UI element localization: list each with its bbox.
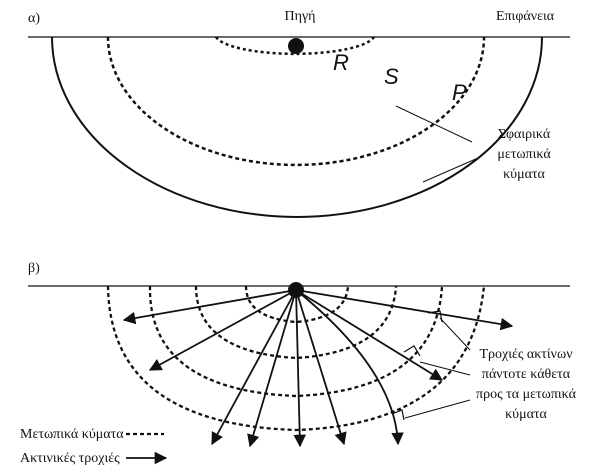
note: κύματα [505,407,547,422]
legend-label: Μετωπικά κύματα [20,427,124,442]
pointer [395,105,473,143]
pointer [419,361,471,376]
surface-label: Επιφάνεια [496,9,555,24]
wave-label: P [452,80,467,105]
note: κύματα [503,167,545,182]
source [288,38,304,54]
note: προς τα μετωπικά [476,387,577,402]
wavefronts [106,285,486,432]
source-label: Πηγή [285,9,316,24]
wave-label: R [333,50,349,75]
pointer [404,399,471,419]
r-wave [214,36,376,56]
rays [122,289,514,448]
pointer [422,157,479,183]
source [288,282,304,298]
panel-label: α) [28,11,40,26]
note: Τροχιές ακτίνων [479,347,572,362]
note: πάντοτε κάθετα [482,367,571,382]
p-wave [51,36,543,218]
note: μετωπικά [497,147,551,162]
legend-label: Ακτινικές τροχιές [20,451,120,466]
panel-label: β) [28,261,40,276]
wave-label: S [384,64,399,89]
s-wave [106,36,486,167]
pointer [439,317,471,351]
note: Σφαιρικά [498,127,551,142]
right-angle-markers [391,310,443,421]
panel-a: α) Πηγή Επιφάνεια R S P Σφαιρικά μετωπικ… [28,9,570,218]
panel-b: β) Τροχιές ακτίνων πάντοτε κάθετα προς τ… [20,261,577,466]
